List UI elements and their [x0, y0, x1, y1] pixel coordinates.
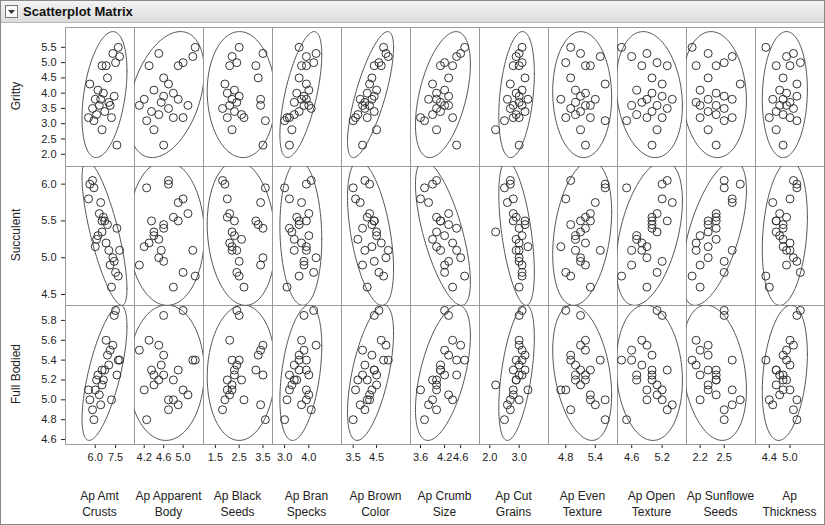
- svg-text:5.0: 5.0: [41, 393, 56, 405]
- svg-text:2.5: 2.5: [717, 451, 732, 463]
- html-text:Crusts: Crusts: [82, 505, 117, 519]
- svg-text:5.0: 5.0: [175, 451, 190, 463]
- svg-text:3.5: 3.5: [255, 451, 270, 463]
- svg-text:2.2: 2.2: [692, 451, 707, 463]
- html-text:Ap Open: Ap Open: [627, 489, 676, 503]
- svg-text:5.0: 5.0: [782, 451, 797, 463]
- svg-text:3.0: 3.0: [277, 451, 292, 463]
- html-text:Body: Body: [154, 505, 183, 519]
- svg-text:4.5: 4.5: [41, 71, 56, 83]
- svg-text:6.0: 6.0: [41, 178, 56, 190]
- svg-text:4.6: 4.6: [41, 433, 56, 445]
- html-text:Ap Sunflowe: Ap Sunflowe: [686, 489, 755, 503]
- html-text:Color: Color: [361, 505, 390, 519]
- html-text:Ap Black: Ap Black: [213, 489, 262, 503]
- svg-text:4.8: 4.8: [41, 413, 56, 425]
- svg-text:5.4: 5.4: [588, 451, 603, 463]
- html-text:Gritty: Gritty: [8, 81, 22, 110]
- svg-text:5.8: 5.8: [41, 314, 56, 326]
- svg-text:5.2: 5.2: [41, 373, 56, 385]
- html-text:Ap Cut: Ap Cut: [495, 489, 532, 503]
- svg-text:4.2: 4.2: [437, 451, 452, 463]
- html-text:Full Bodied: Full Bodied: [8, 343, 22, 404]
- svg-text:2.5: 2.5: [41, 133, 56, 145]
- html-text:Ap Brown: Ap Brown: [349, 489, 402, 503]
- svg-text:5.2: 5.2: [654, 451, 669, 463]
- svg-text:1.5: 1.5: [208, 451, 223, 463]
- svg-text:5.5: 5.5: [41, 214, 56, 226]
- svg-text:2.0: 2.0: [482, 451, 497, 463]
- html-text:Ap Even: Ap Even: [559, 489, 606, 503]
- svg-text:7.5: 7.5: [108, 451, 123, 463]
- svg-text:5.0: 5.0: [41, 251, 56, 263]
- svg-text:4.5: 4.5: [369, 451, 384, 463]
- svg-text:4.0: 4.0: [41, 87, 56, 99]
- svg-text:4.8: 4.8: [558, 451, 573, 463]
- svg-text:5.4: 5.4: [41, 354, 56, 366]
- html-text:Ap Crumb: Ap Crumb: [417, 489, 472, 503]
- svg-text:2.5: 2.5: [232, 451, 247, 463]
- svg-text:2.0: 2.0: [41, 148, 56, 160]
- svg-text:4.4: 4.4: [762, 451, 777, 463]
- svg-text:3.5: 3.5: [346, 451, 361, 463]
- svg-text:3.0: 3.0: [511, 451, 526, 463]
- svg-text:4.6: 4.6: [624, 451, 639, 463]
- html-text:Texture: Texture: [562, 505, 603, 519]
- html-text:Scatterplot Matrix: Scatterplot Matrix: [23, 4, 133, 19]
- html-text:Ap Apparent: Ap Apparent: [135, 489, 202, 503]
- svg-text:4.6: 4.6: [156, 451, 171, 463]
- svg-text:3.0: 3.0: [41, 117, 56, 129]
- html-text:Ap Amt: Ap Amt: [80, 489, 119, 503]
- svg-text:5.0: 5.0: [41, 56, 56, 68]
- html-text:Succulent: Succulent: [8, 208, 22, 261]
- svg-text:4.6: 4.6: [453, 451, 468, 463]
- svg-text:6.0: 6.0: [88, 451, 103, 463]
- html-text:Thickness: Thickness: [762, 505, 817, 519]
- svg-text:4.2: 4.2: [137, 451, 152, 463]
- html-text:Specks: Specks: [286, 505, 327, 519]
- svg-text:4.5: 4.5: [41, 288, 56, 300]
- html-text:Texture: Texture: [631, 505, 672, 519]
- html-text:Grains: Grains: [495, 505, 532, 519]
- html-text:Ap: Ap: [782, 489, 797, 503]
- svg-text:4.0: 4.0: [301, 451, 316, 463]
- svg-text:5.5: 5.5: [41, 41, 56, 53]
- html-text:Seeds: Seeds: [703, 505, 738, 519]
- html-text:Ap Bran: Ap Bran: [284, 489, 329, 503]
- html-text:Seeds: Seeds: [220, 505, 255, 519]
- html-text:Size: Size: [432, 505, 457, 519]
- svg-text:3.5: 3.5: [41, 102, 56, 114]
- svg-text:5.6: 5.6: [41, 334, 56, 346]
- svg-text:3.6: 3.6: [413, 451, 428, 463]
